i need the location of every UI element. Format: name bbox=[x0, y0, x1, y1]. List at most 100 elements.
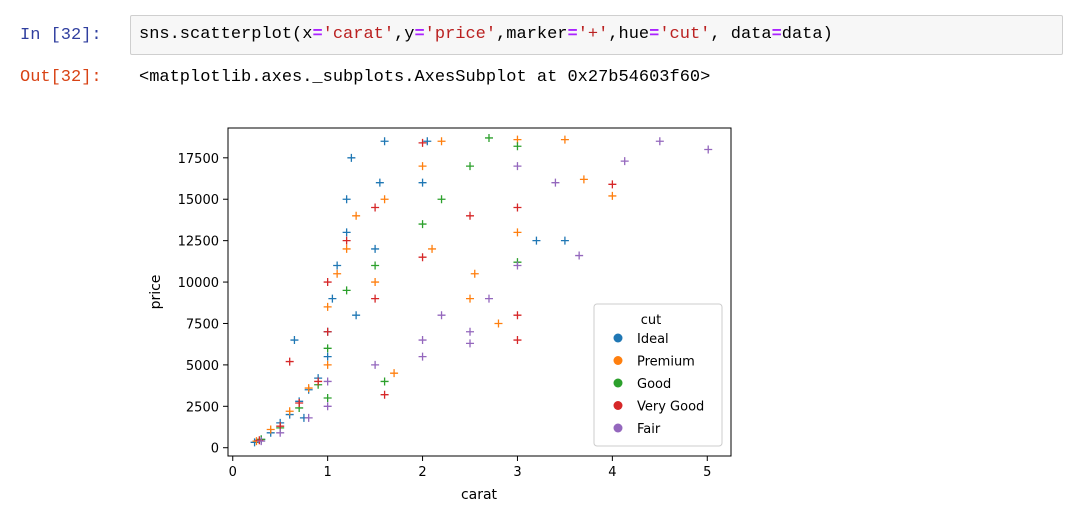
data-point-premium bbox=[380, 195, 389, 204]
data-point-good bbox=[418, 220, 427, 229]
data-point-very-good bbox=[418, 138, 427, 147]
legend-title: cut bbox=[641, 313, 661, 328]
data-point-ideal bbox=[375, 178, 384, 187]
x-tick-label: 2 bbox=[418, 465, 426, 480]
x-tick-label: 0 bbox=[229, 465, 237, 480]
x-tick-label: 5 bbox=[703, 465, 711, 480]
code-token: 'carat' bbox=[322, 25, 395, 44]
data-point-fair bbox=[575, 251, 584, 260]
data-point-very-good bbox=[342, 236, 351, 245]
data-point-fair bbox=[371, 360, 380, 369]
data-point-fair bbox=[418, 352, 427, 361]
data-point-fair bbox=[551, 178, 560, 187]
data-point-good bbox=[437, 195, 446, 204]
code-cell-input[interactable]: sns.scatterplot(x='carat',y='price',mark… bbox=[130, 15, 1063, 55]
y-tick-label: 12500 bbox=[178, 235, 219, 250]
data-point-premium bbox=[579, 175, 588, 184]
legend-marker bbox=[613, 356, 623, 365]
data-point-ideal bbox=[560, 236, 569, 245]
data-point-fair bbox=[513, 162, 522, 171]
legend-marker bbox=[613, 423, 623, 433]
data-point-very-good bbox=[323, 327, 332, 336]
y-tick-label: 10000 bbox=[178, 276, 219, 291]
ticks-layer: 0 1 2 3 4 5 0 2500 5000 7500 10000 12500 15000 17500 bbox=[178, 152, 712, 480]
x-tick-label: 4 bbox=[608, 465, 616, 480]
data-point-fair bbox=[704, 145, 713, 154]
data-point-premium bbox=[342, 244, 351, 253]
data-point-premium bbox=[352, 211, 361, 220]
data-point-fair bbox=[418, 336, 427, 345]
data-point-ideal bbox=[380, 137, 389, 146]
data-point-premium bbox=[323, 302, 332, 311]
data-point-good bbox=[342, 286, 351, 295]
data-point-ideal bbox=[250, 438, 259, 447]
legend-entry-label: Premium bbox=[637, 355, 695, 370]
data-point-very-good bbox=[513, 336, 522, 345]
data-point-ideal bbox=[323, 352, 332, 361]
data-point-very-good bbox=[418, 253, 427, 262]
data-point-good bbox=[323, 394, 332, 403]
data-point-premium bbox=[304, 384, 313, 393]
y-tick-label: 5000 bbox=[186, 359, 219, 374]
data-point-good bbox=[380, 377, 389, 386]
data-point-fair bbox=[276, 428, 285, 437]
data-point-ideal bbox=[352, 311, 361, 320]
input-prompt: In [32]: bbox=[20, 26, 102, 45]
code-token: = bbox=[649, 25, 660, 44]
data-point-good bbox=[466, 162, 475, 171]
data-point-very-good bbox=[608, 180, 617, 189]
data-point-ideal bbox=[342, 228, 351, 237]
data-point-premium bbox=[323, 360, 332, 369]
x-tick-label: 1 bbox=[324, 465, 332, 480]
data-point-ideal bbox=[371, 244, 380, 253]
data-point-fair bbox=[655, 137, 664, 146]
code-token: data) bbox=[781, 25, 833, 44]
data-point-very-good bbox=[323, 278, 332, 287]
data-point-fair bbox=[513, 261, 522, 270]
data-point-very-good bbox=[295, 398, 304, 407]
y-tick-label: 2500 bbox=[186, 400, 219, 415]
data-point-ideal bbox=[418, 178, 427, 187]
legend-marker bbox=[613, 401, 623, 410]
legend-marker bbox=[613, 378, 623, 388]
data-point-very-good bbox=[314, 377, 323, 386]
data-point-ideal bbox=[347, 153, 356, 162]
code-token: '+' bbox=[577, 25, 609, 44]
code-token: = bbox=[312, 25, 323, 44]
data-point-premium bbox=[390, 369, 399, 378]
code-token: ,marker bbox=[496, 25, 568, 44]
legend: cut Ideal Premium Good Very Good Fair bbox=[593, 303, 723, 447]
data-point-very-good bbox=[513, 203, 522, 212]
data-point-premium bbox=[437, 137, 446, 146]
data-point-very-good bbox=[380, 390, 389, 399]
y-tick-label: 0 bbox=[211, 442, 219, 457]
y-axis-label: price bbox=[148, 275, 164, 310]
legend-entry-label: Very Good bbox=[637, 400, 704, 415]
data-point-very-good bbox=[255, 436, 264, 445]
data-point-premium bbox=[513, 228, 522, 237]
data-point-good bbox=[484, 133, 493, 142]
data-point-premium bbox=[418, 162, 427, 171]
data-point-premium bbox=[285, 407, 294, 416]
code-token: , data bbox=[710, 25, 772, 44]
data-point-good bbox=[371, 261, 380, 270]
data-point-very-good bbox=[371, 294, 380, 303]
legend-entry-label: Ideal bbox=[637, 332, 669, 347]
data-point-very-good bbox=[285, 357, 294, 366]
data-point-ideal bbox=[342, 195, 351, 204]
legend-entry-label: Good bbox=[637, 377, 671, 392]
data-point-premium bbox=[470, 269, 479, 278]
data-point-good bbox=[323, 344, 332, 353]
code-token: ,y bbox=[394, 25, 415, 44]
x-axis-label: carat bbox=[461, 487, 498, 503]
data-point-very-good bbox=[466, 211, 475, 220]
points-layer bbox=[250, 133, 713, 447]
data-point-premium bbox=[371, 278, 380, 287]
code-token: = bbox=[567, 25, 578, 44]
code-token: 'price' bbox=[424, 25, 497, 44]
data-point-premium bbox=[494, 319, 503, 328]
data-point-premium bbox=[560, 135, 569, 144]
legend-marker bbox=[613, 333, 623, 343]
data-point-fair bbox=[323, 377, 332, 386]
data-point-very-good bbox=[513, 311, 522, 320]
